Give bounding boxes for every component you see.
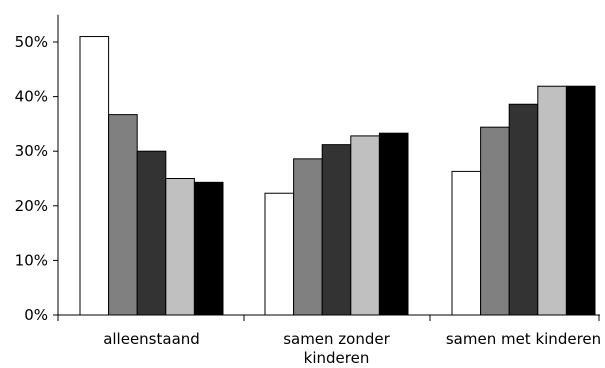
bar [165, 178, 195, 316]
category-label: samen zonder kinderen [283, 330, 390, 367]
bar [321, 144, 352, 316]
bar [350, 135, 380, 316]
y-axis: 0% 10% 20% 30% 40% 50% [15, 14, 59, 324]
bar [108, 114, 138, 316]
category-label: samen met kinderen [446, 330, 601, 348]
bar [193, 181, 224, 316]
bar [451, 170, 482, 316]
bar [79, 36, 110, 316]
x-axis: alleenstaand samen zonder kinderen samen me… [57, 314, 601, 367]
y-tick-label: 10% [15, 251, 48, 269]
bar [136, 150, 167, 316]
y-tick-label: 30% [15, 142, 48, 160]
bar [480, 126, 510, 316]
bar [537, 85, 567, 316]
y-tick-label: 40% [15, 88, 48, 106]
bars [79, 36, 596, 316]
category-label: alleenstaand [103, 330, 200, 348]
bar [293, 158, 323, 316]
y-tick-label: 50% [15, 33, 48, 51]
y-tick-label: 0% [24, 306, 48, 324]
bar [565, 85, 596, 316]
bar [508, 103, 539, 316]
bar [378, 132, 409, 316]
bar [264, 192, 295, 316]
y-tick-label: 20% [15, 197, 48, 215]
